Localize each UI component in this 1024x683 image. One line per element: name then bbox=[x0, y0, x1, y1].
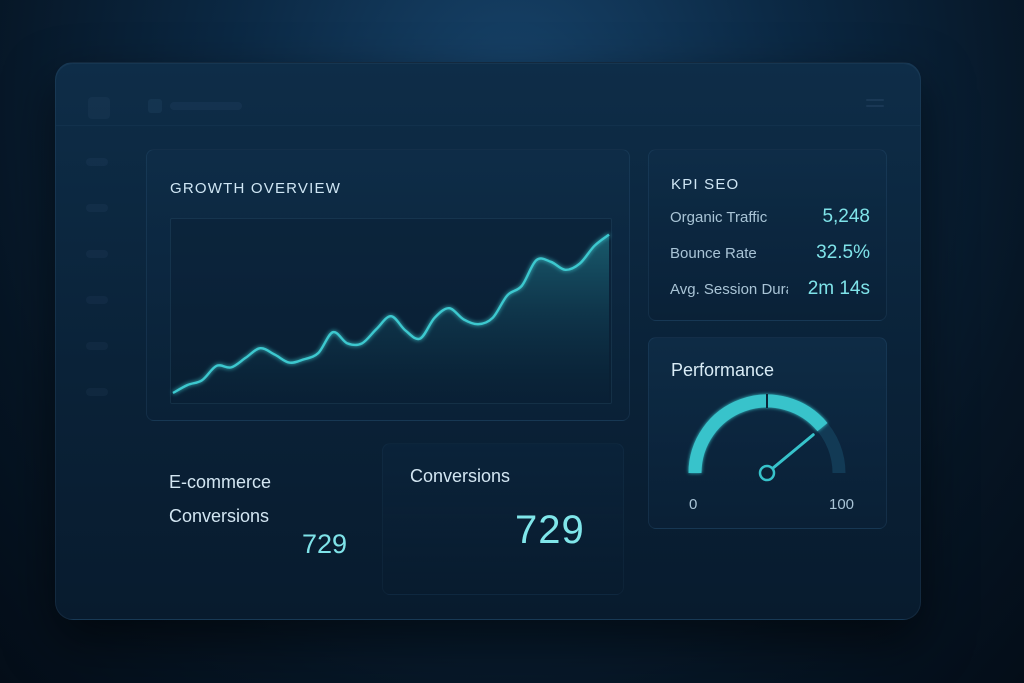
ecommerce-conversions-title: E-commerce Conversions bbox=[169, 472, 272, 526]
kpi-seo-title: KPI SEO bbox=[671, 176, 740, 193]
conversions-value: 729 bbox=[515, 508, 585, 552]
app-logo-icon bbox=[148, 99, 162, 113]
app-title-placeholder bbox=[170, 102, 242, 110]
gauge-max-label: 100 bbox=[829, 496, 855, 513]
sidebar bbox=[86, 158, 122, 434]
kpi-label: Organic Traffic bbox=[670, 209, 768, 226]
gauge-fill bbox=[688, 394, 828, 474]
kpi-value: 5,248 bbox=[822, 206, 870, 227]
gauge-track bbox=[688, 394, 846, 474]
sidebar-item[interactable] bbox=[86, 204, 108, 212]
performance-panel: Performance 0 100 bbox=[648, 337, 887, 529]
sidebar-item[interactable] bbox=[86, 388, 108, 396]
growth-chart bbox=[172, 233, 610, 403]
gauge-hub bbox=[758, 464, 776, 482]
performance-title: Performance bbox=[671, 360, 775, 380]
dashboard-window: GROWTH OVERVIEW KPI SEO bbox=[55, 62, 921, 620]
window-control-icon[interactable] bbox=[88, 97, 110, 119]
growth-overview-panel: GROWTH OVERVIEW bbox=[146, 149, 630, 421]
ecommerce-conversions-panel: E-commerce Conversions 729 bbox=[146, 443, 374, 593]
growth-overview-title: GROWTH OVERVIEW bbox=[170, 180, 342, 197]
kpi-row-organic-traffic: Organic Traffic 5,248 bbox=[670, 206, 870, 230]
kpi-row-session-duration: Avg. Session Dura 2m 14s bbox=[670, 278, 870, 302]
top-bar bbox=[56, 63, 920, 126]
conversions-panel: Conversions 729 bbox=[382, 443, 624, 595]
kpi-seo-panel: KPI SEO Organic Traffic 5,248 Bounce Rat… bbox=[648, 149, 887, 321]
kpi-value: 2m 14s bbox=[807, 278, 870, 299]
gauge-needle bbox=[765, 433, 815, 475]
kpi-label: Avg. Session Dura bbox=[670, 281, 788, 298]
kpi-value: 32.5% bbox=[816, 242, 870, 263]
kpi-row-bounce-rate: Bounce Rate 32.5% bbox=[670, 242, 870, 266]
growth-area bbox=[173, 234, 609, 403]
gauge-min-label: 0 bbox=[689, 496, 698, 513]
sidebar-item[interactable] bbox=[86, 342, 108, 350]
sidebar-item[interactable] bbox=[86, 250, 108, 258]
ecommerce-conversions-value: 729 bbox=[302, 529, 348, 559]
sidebar-item[interactable] bbox=[86, 158, 108, 166]
growth-chart-frame bbox=[170, 218, 612, 404]
conversions-title: Conversions bbox=[410, 466, 511, 486]
performance-gauge bbox=[688, 394, 846, 482]
menu-icon[interactable] bbox=[866, 99, 884, 113]
sidebar-item[interactable] bbox=[86, 296, 108, 304]
kpi-label: Bounce Rate bbox=[670, 245, 757, 262]
growth-line bbox=[172, 233, 610, 395]
